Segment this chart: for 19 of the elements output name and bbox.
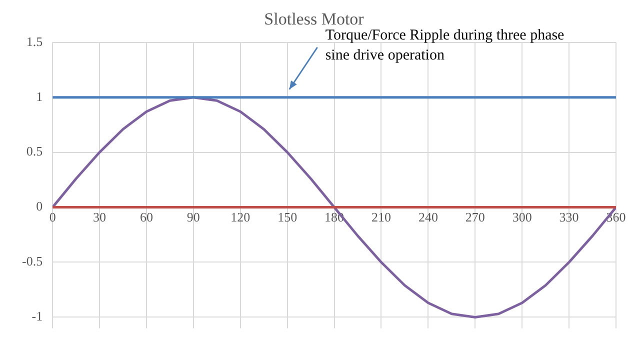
annotation: Torque/Force Ripple during three phase sine drive operation [325, 27, 568, 64]
y-tick-label: 0.5 [26, 144, 43, 159]
x-tick-label: 270 [465, 210, 485, 225]
y-tick-label: -0.5 [22, 254, 43, 269]
y-tick-label: 0 [36, 198, 43, 214]
y-tick-label: 1.5 [26, 34, 43, 49]
x-tick-label: 120 [230, 210, 250, 225]
x-tick-label: 90 [186, 210, 200, 225]
x-tick-label: 150 [278, 210, 298, 225]
x-tick-label: 60 [140, 210, 153, 225]
x-tick-label: 330 [559, 210, 579, 225]
x-tick-label: 240 [418, 210, 438, 225]
x-tick-label: 0 [49, 210, 56, 225]
y-tick-label: 1 [36, 88, 43, 104]
x-tick-label: 30 [93, 210, 106, 225]
chart-title: Slotless Motor [264, 10, 364, 29]
y-tick-label: -1 [32, 308, 43, 324]
x-tick-label: 210 [371, 210, 391, 225]
x-tick-label: 300 [512, 210, 532, 225]
